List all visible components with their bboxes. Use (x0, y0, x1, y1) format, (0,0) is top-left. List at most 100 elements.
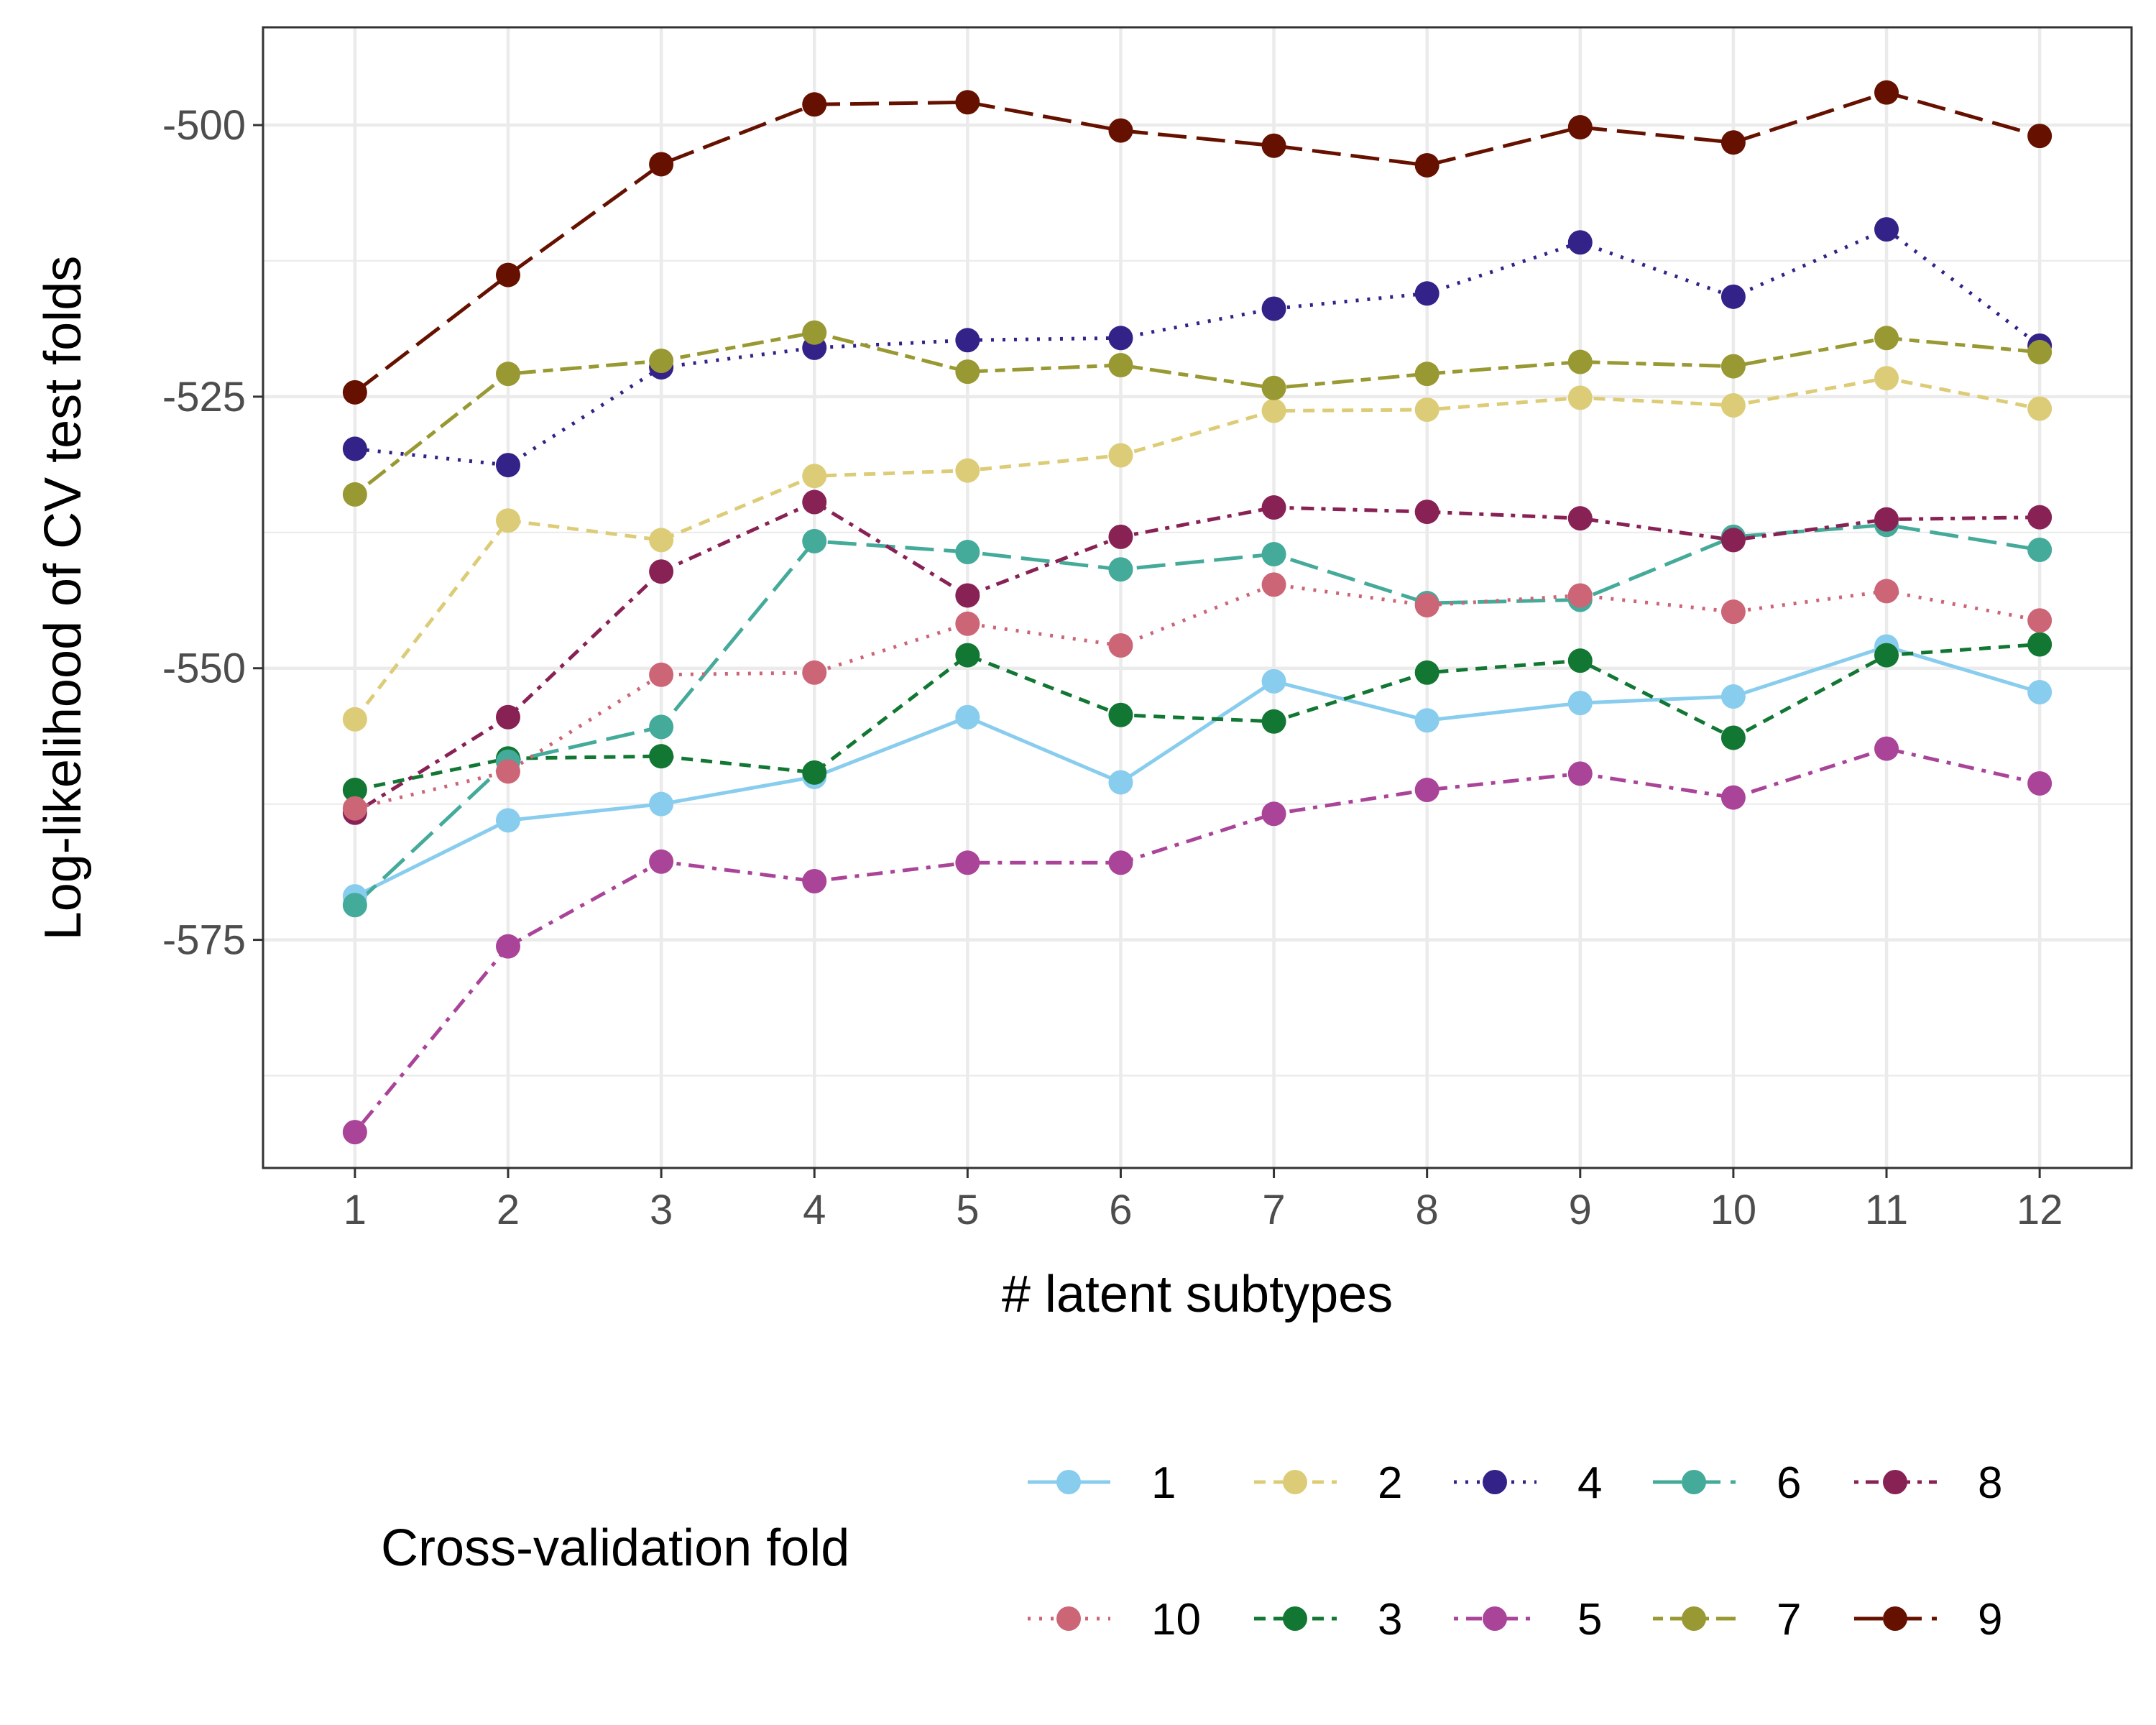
data-point-fold-1 (1567, 691, 1593, 716)
data-point-fold-3 (802, 760, 827, 785)
data-point-fold-5 (1874, 736, 1899, 761)
series-line-fold-3 (354, 642, 2040, 792)
data-point-fold-9 (1108, 118, 1133, 143)
series-line-fold-4 (354, 227, 2041, 467)
data-point-fold-5 (495, 934, 520, 959)
data-point-fold-8 (2027, 505, 2053, 530)
data-point-fold-10 (2027, 608, 2053, 633)
data-point-fold-3 (1108, 702, 1133, 727)
data-point-fold-10 (1414, 593, 1439, 618)
data-point-fold-6 (342, 893, 367, 918)
data-point-fold-4 (1874, 217, 1899, 242)
data-point-fold-5 (1720, 785, 1746, 810)
data-point-fold-4 (955, 328, 980, 353)
data-point-fold-2 (1874, 366, 1899, 391)
data-point-fold-3 (2027, 632, 2053, 657)
series-line-fold-6 (354, 523, 2040, 907)
series-points (342, 80, 2053, 1145)
data-point-fold-10 (649, 662, 674, 687)
data-point-fold-10 (802, 660, 827, 685)
data-point-fold-5 (1567, 761, 1593, 786)
y-tick-label: -550 (162, 645, 246, 692)
data-point-fold-6 (802, 528, 827, 553)
data-point-fold-9 (955, 90, 980, 115)
legend-key-point (1483, 1606, 1507, 1631)
data-point-fold-1 (495, 808, 520, 833)
data-point-fold-8 (1261, 495, 1286, 520)
data-point-fold-10 (1720, 599, 1746, 625)
data-point-fold-5 (955, 850, 980, 875)
data-point-fold-2 (2027, 396, 2053, 421)
series-line-fold-8 (354, 500, 2040, 814)
legend-label: 2 (1378, 1458, 1402, 1508)
x-tick-label: 4 (803, 1187, 826, 1233)
data-point-fold-5 (649, 849, 674, 874)
legend-label: 1 (1151, 1458, 1176, 1508)
data-point-fold-5 (2027, 770, 2053, 796)
x-tick-label: 9 (1569, 1187, 1592, 1233)
legend-item-fold-5: 5 (1454, 1595, 1602, 1644)
x-tick-label: 2 (497, 1187, 520, 1233)
series-line-fold-9 (354, 91, 2040, 394)
legend-label: 6 (1777, 1458, 1801, 1508)
data-point-fold-8 (1108, 524, 1133, 549)
data-point-fold-10 (955, 611, 980, 636)
data-point-fold-3 (1720, 725, 1746, 750)
data-point-fold-8 (1414, 500, 1439, 525)
data-point-fold-1 (1720, 684, 1746, 709)
data-point-fold-5 (1108, 850, 1133, 875)
data-point-fold-1 (1108, 770, 1133, 795)
data-point-fold-7 (955, 359, 980, 385)
data-point-fold-7 (1567, 349, 1593, 374)
legend-items: 1 2 4 6 8 10 3 5 7 9 (1028, 1458, 2002, 1644)
legend-key-point (1883, 1470, 1907, 1494)
plot-panel (263, 27, 2132, 1168)
y-axis-title: Log-likelihood of CV test folds (34, 256, 92, 941)
legend-title: Cross-validation fold (381, 1519, 849, 1577)
data-point-fold-10 (1567, 583, 1593, 608)
data-point-fold-9 (802, 92, 827, 117)
y-axis: -500 -525 -550 -575 (162, 102, 263, 964)
x-tick-label: 12 (2017, 1187, 2063, 1233)
legend-key-point (1056, 1606, 1081, 1631)
data-point-fold-8 (1874, 507, 1899, 532)
data-point-fold-3 (1414, 660, 1439, 685)
legend-item-fold-6: 6 (1653, 1458, 1801, 1508)
data-point-fold-4 (1108, 326, 1133, 351)
series-line-fold-7 (354, 331, 2040, 496)
data-point-fold-8 (955, 583, 980, 608)
x-tick-label: 8 (1416, 1187, 1439, 1233)
data-point-fold-7 (1108, 353, 1133, 378)
data-point-fold-5 (802, 868, 827, 893)
data-point-fold-2 (649, 528, 674, 553)
legend-key-point (1283, 1606, 1307, 1631)
x-tick-label: 11 (1865, 1187, 1908, 1233)
data-point-fold-4 (1414, 281, 1439, 306)
legend-key-point (1283, 1470, 1307, 1494)
x-axis-title: # latent subtypes (1002, 1266, 1393, 1323)
data-point-fold-9 (342, 380, 367, 405)
legend: Cross-validation fold 1 2 4 6 8 10 3 5 7 9 (381, 1458, 2002, 1644)
legend-key-point (1682, 1470, 1706, 1494)
data-point-fold-2 (495, 508, 520, 533)
data-point-fold-7 (1874, 326, 1899, 351)
series-line-fold-1 (354, 645, 2040, 898)
x-tick-label: 3 (650, 1187, 673, 1233)
legend-item-fold-8: 8 (1854, 1458, 2002, 1508)
data-point-fold-4 (1567, 230, 1593, 255)
x-tick-label: 5 (956, 1187, 979, 1233)
data-point-fold-1 (1414, 708, 1439, 733)
data-point-fold-9 (2027, 124, 2053, 149)
legend-label: 9 (1978, 1595, 2002, 1644)
data-point-fold-6 (649, 714, 674, 740)
legend-key-point (1883, 1606, 1907, 1631)
data-point-fold-2 (342, 707, 367, 732)
data-point-fold-9 (1261, 133, 1286, 158)
plot-border (262, 26, 2133, 1169)
data-point-fold-6 (1261, 542, 1286, 567)
data-point-fold-4 (1720, 284, 1746, 309)
data-point-fold-3 (1567, 648, 1593, 673)
legend-key-point (1682, 1606, 1706, 1631)
data-point-fold-10 (1108, 633, 1133, 658)
x-tick-label: 1 (344, 1187, 367, 1233)
